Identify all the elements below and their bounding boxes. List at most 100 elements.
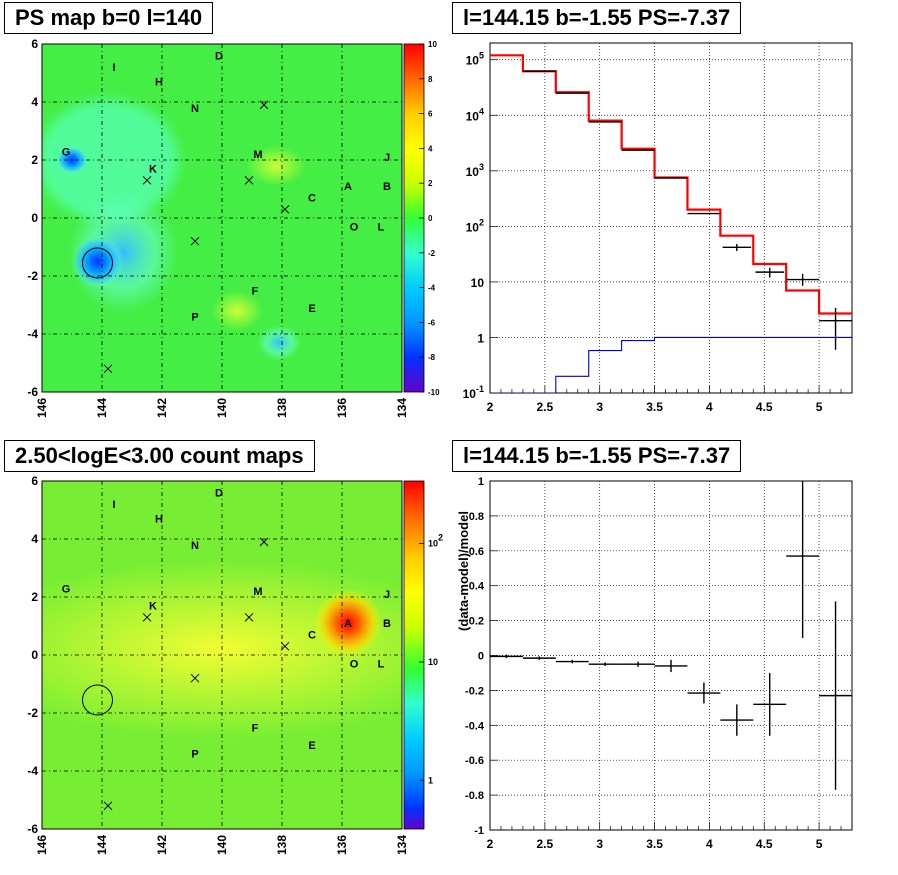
count_map-y-tick-label: -2 — [27, 706, 38, 720]
count_map-source-label: J — [384, 589, 390, 601]
residual-x-tick-label: 4 — [706, 837, 713, 851]
residual-y-tick-label: -0.6 — [465, 755, 484, 767]
spectrum-x-tick-label: 4.5 — [756, 400, 773, 414]
count_map-source-label: L — [378, 659, 385, 671]
ps_map-source-label: J — [384, 152, 390, 164]
count_map-source-label: C — [308, 630, 316, 642]
count_map-y-tick-label: 0 — [31, 648, 38, 662]
spectrum-y-tick-label: 105 — [466, 51, 484, 68]
ps_map-colorbar-tick-label: 0 — [428, 214, 433, 223]
count_map-circle-marker — [82, 684, 113, 716]
count_map-y-tick-label: 6 — [31, 474, 38, 488]
ps_map-colorbar-tick-label: -2 — [428, 249, 436, 258]
count_map-x-tick-label: 142 — [155, 835, 169, 855]
ps_map-y-tick-label: 0 — [31, 211, 38, 225]
count_map-source-label: F — [252, 723, 259, 735]
spectrum-x-tick-label: 3.5 — [646, 400, 663, 414]
ps_map-x-tick-label: 140 — [215, 398, 229, 418]
ps_map-source-label: M — [253, 149, 262, 161]
spectrum-x-tick-label: 5 — [816, 400, 823, 414]
spectrum-plot: 2 2.5 3 3.5 4 4.5 5 10-1 1 10 102 103 104 105 — [463, 42, 853, 414]
count_map-x-tick-label: 144 — [95, 835, 109, 855]
count_map-y-tick-label: -4 — [27, 764, 38, 778]
count_map-x-tick-label: 134 — [395, 835, 409, 855]
residual-y-tick-label: -0.4 — [465, 720, 485, 732]
ps_map-x-tick-label: 146 — [35, 398, 49, 418]
ps_map-y-tick-label: 2 — [31, 153, 38, 167]
count_map-source-label: K — [149, 601, 157, 613]
ps_map-cross-marker — [190, 236, 200, 246]
residual-y-tick-label: 0.8 — [469, 511, 484, 523]
ps_map-x-tick-label: 142 — [155, 398, 169, 418]
ps_map-colorbar-tick-label: -10 — [428, 388, 440, 397]
spectrum-title: l=144.15 b=-1.55 PS=-7.37 — [452, 2, 742, 34]
ps_map-source-label: L — [378, 222, 385, 234]
ps_map-source-label: N — [191, 103, 199, 115]
residual-title: l=144.15 b=-1.55 PS=-7.37 — [452, 440, 742, 472]
spectrum-y-tick-label: 10 — [471, 276, 485, 290]
ps_map-y-tick-label: -2 — [27, 269, 38, 283]
count_map-source-label: O — [350, 659, 359, 671]
ps_map-source-label: E — [308, 303, 315, 315]
ps-map-title: PS map b=0 l=140 — [4, 2, 214, 34]
ps-map-cool-region — [257, 324, 301, 361]
spectrum-y-tick-label: 102 — [466, 217, 484, 234]
count-map-title: 2.50<logE<3.00 count maps — [4, 440, 315, 472]
ps_map-frame — [41, 43, 403, 393]
residual-y-tick-label: 1 — [478, 476, 484, 488]
spectrum-y-tick-label: 1 — [477, 331, 484, 345]
ps_map-x-tick-label: 144 — [95, 398, 109, 418]
spectrum-x-tick-label: 2 — [487, 400, 494, 414]
count_map-colorbar-tick-label: 102 — [428, 533, 443, 549]
count_map-colorbar-tick-label: 10 — [428, 657, 438, 667]
spectrum-y-tick-label: 10-1 — [463, 384, 484, 401]
count_map-source-label: B — [383, 618, 391, 630]
ps_map-x-tick-label: 134 — [395, 398, 409, 418]
count_map-x-tick-label: 146 — [35, 835, 49, 855]
ps_map-colorbar-tick-label: -8 — [428, 353, 436, 362]
count_map-cross-marker — [142, 612, 152, 622]
count_map-y-tick-label: 2 — [31, 590, 38, 604]
count_map-source-label: I — [112, 499, 115, 511]
ps_map-cross-marker — [142, 175, 152, 185]
residual-y-tick-label: -0.8 — [465, 790, 484, 802]
count_map-cross-marker — [259, 537, 269, 547]
ps_map-colorbar-tick-label: -6 — [428, 318, 436, 327]
ps_map-source-label: D — [215, 51, 223, 63]
ps_map-source-label: K — [149, 164, 157, 176]
residual-plot: 2 2.5 3 3.5 4 4.5 5 1 0.8 0.6 0.4 0.2 0 -0.2 -0.4 -0.6 -… — [456, 476, 853, 851]
spectrum-x-tick-label: 4 — [706, 400, 713, 414]
ps_map-circle-marker — [82, 247, 113, 279]
residual-x-tick-label: 3.5 — [646, 837, 663, 851]
count_map-source-label: E — [308, 740, 315, 752]
count_map-plot: 146 144 142 140 138 136 134 6 4 2 0 -2 -4 -6 I H D N G K M J A… — [27, 474, 443, 855]
ps_map-colorbar-tick-label: 8 — [428, 75, 433, 84]
ps_map-colorbar-tick-label: 10 — [428, 40, 437, 49]
ps_map-colorbar-tick-label: 6 — [428, 110, 433, 119]
count_map-source-label: G — [62, 583, 71, 595]
ps_map-colorbar-tick-label: 4 — [428, 144, 433, 153]
count-map-hot-spot — [314, 589, 382, 658]
ps_map-source-label: A — [344, 181, 352, 193]
ps_map-y-tick-label: -6 — [27, 385, 38, 399]
residual-x-tick-label: 2.5 — [537, 837, 554, 851]
count_map-source-label: M — [253, 586, 262, 598]
ps_map-source-label: G — [62, 146, 71, 158]
count_map-colorbar — [403, 480, 425, 830]
ps_map-y-tick-label: 4 — [31, 95, 38, 109]
count_map-source-label: P — [191, 749, 198, 761]
residual-y-tick-label: 0.4 — [469, 581, 485, 593]
ps-map-warm-region — [246, 145, 306, 186]
spectrum-frame — [489, 42, 853, 394]
residual-y-tick-label: 0 — [478, 651, 484, 663]
ps_map-source-label: I — [112, 62, 115, 74]
ps_map-source-label: B — [383, 181, 391, 193]
residual-y-tick-label: 0.2 — [469, 616, 484, 628]
residual-y-axis-label: (data-model)/model — [456, 511, 471, 631]
spectrum-y-tick-label: 103 — [466, 162, 484, 179]
count_map-cross-marker — [190, 673, 200, 683]
residual-y-tick-label: -0.2 — [465, 685, 484, 697]
spectrum-model-source-line — [490, 336, 852, 393]
count_map-y-tick-label: 4 — [31, 532, 38, 546]
residual-x-tick-label: 4.5 — [756, 837, 773, 851]
